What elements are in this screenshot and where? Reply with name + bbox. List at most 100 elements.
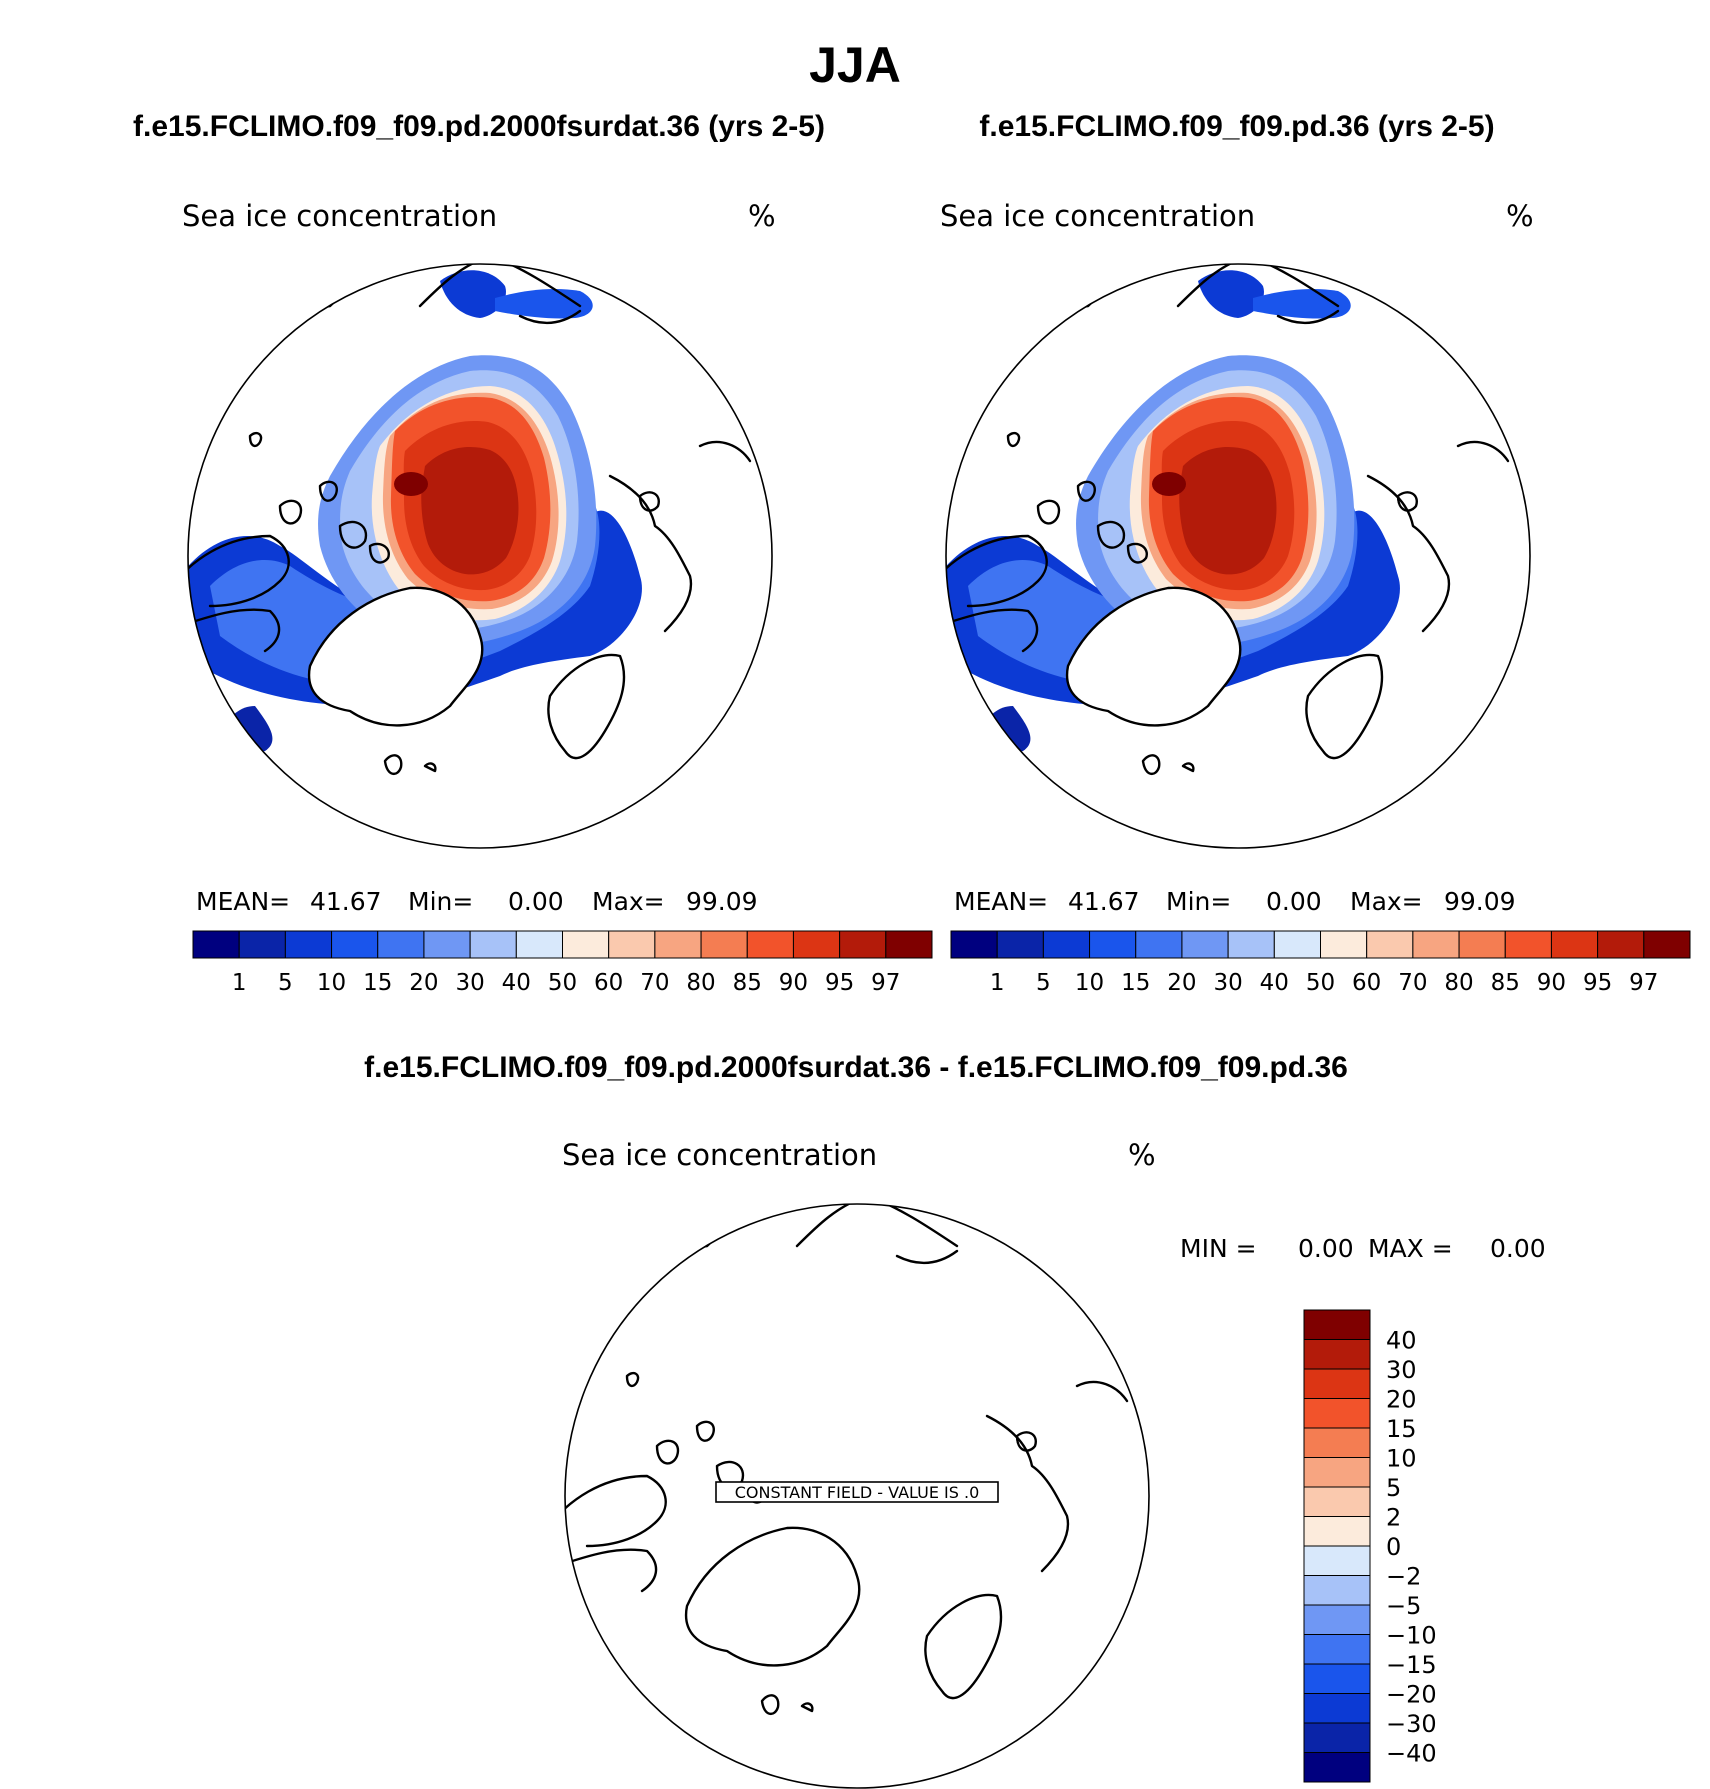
colorbar-swatch [1089, 930, 1137, 959]
colorbar-swatch [1643, 930, 1691, 959]
colorbar-swatch [1303, 1486, 1371, 1517]
colorbar-swatch [1412, 930, 1460, 959]
right-max-label: Max= [1350, 887, 1423, 916]
colorbar-swatch [331, 930, 379, 959]
colorbar-tick-label: 10 [1075, 970, 1104, 996]
left-min-value: 0.00 [508, 887, 564, 916]
colorbar-swatch [1303, 1575, 1371, 1606]
colorbar-swatch [746, 930, 794, 959]
colorbar-swatch [1320, 930, 1368, 959]
left-max-label: Max= [592, 887, 665, 916]
colorbar-swatch [608, 930, 656, 959]
colorbar-swatch [1303, 1722, 1371, 1753]
colorbar-tick-label: 95 [825, 970, 854, 996]
colorbar-tick-label: 30 [455, 970, 484, 996]
colorbar-tick-label: 70 [640, 970, 669, 996]
constant-field-box: CONSTANT FIELD - VALUE IS .0 [715, 1481, 999, 1503]
diff-max-label: MAX = [1368, 1234, 1453, 1263]
colorbar-swatch [996, 930, 1044, 959]
right-min-value: 0.00 [1266, 887, 1322, 916]
colorbar-tick-label: 15 [1121, 970, 1150, 996]
colorbar-swatch [1303, 1545, 1371, 1576]
colorbar-tick-label: 50 [1306, 970, 1335, 996]
left-mean-label: MEAN= [196, 887, 290, 916]
colorbar-tick-label: 20 [1167, 970, 1196, 996]
right-variable-label: Sea ice concentration [940, 199, 1255, 233]
colorbar-swatch [192, 930, 240, 959]
diff-units-label: % [1128, 1138, 1156, 1172]
diff-max-value: 0.00 [1490, 1234, 1546, 1263]
diff-variable-label: Sea ice concentration [562, 1138, 877, 1172]
left-map [188, 264, 772, 848]
colorbar-swatch [1303, 1663, 1371, 1694]
left-case-title: f.e15.FCLIMO.f09_f09.pd.2000fsurdat.36 (… [133, 110, 825, 143]
colorbar-swatch [284, 930, 333, 959]
colorbar-tick-label: 40 [1260, 970, 1289, 996]
colorbar-swatch [885, 930, 933, 959]
left-units-label: % [748, 199, 776, 233]
colorbar-swatch [1303, 1368, 1371, 1399]
colorbar-tick-label: 5 [1036, 970, 1051, 996]
colorbar-swatch [1181, 930, 1229, 959]
left-stats: MEAN= 41.67 Min= 0.00 Max= 99.09 [196, 887, 758, 916]
left-variable-label: Sea ice concentration [182, 199, 497, 233]
right-case-title: f.e15.FCLIMO.f09_f09.pd.36 (yrs 2-5) [979, 110, 1494, 143]
colorbar-tick-label: 40 [1386, 1327, 1417, 1355]
colorbar-tick-label: −30 [1386, 1710, 1437, 1738]
colorbar-tick-label: −40 [1386, 1740, 1437, 1768]
colorbar-swatch [1273, 930, 1321, 959]
right-min-label: Min= [1166, 887, 1231, 916]
colorbar-swatch [1303, 1693, 1371, 1724]
colorbar-tick-label: −10 [1386, 1622, 1437, 1650]
right-map [946, 264, 1530, 848]
colorbar-tick-label: 50 [548, 970, 577, 996]
colorbar-tick-label: 15 [363, 970, 392, 996]
colorbar-tick-label: 60 [1352, 970, 1381, 996]
colorbar-tick-label: 60 [594, 970, 623, 996]
colorbar-swatch [1135, 930, 1183, 959]
colorbar-tick-label: 97 [871, 970, 900, 996]
colorbar-tick-label: 20 [409, 970, 438, 996]
colorbar-swatch [1597, 930, 1645, 959]
left-colorbar: 1 5 10 15 20 30 40 50 60 70 80 85 90 95 97 [192, 930, 933, 996]
colorbar-tick-label: 85 [733, 970, 762, 996]
diff-min-value: 0.00 [1298, 1234, 1354, 1263]
colorbar-swatch [515, 930, 563, 959]
colorbar-tick-label: 30 [1386, 1356, 1417, 1384]
colorbar-swatch [562, 930, 610, 959]
colorbar-tick-label: 20 [1386, 1386, 1417, 1414]
colorbar-tick-label: 85 [1491, 970, 1520, 996]
panel-right: f.e15.FCLIMO.f09_f09.pd.36 (yrs 2-5) Sea… [940, 110, 1691, 996]
colorbar-swatch [1366, 930, 1414, 959]
colorbar-tick-label: 95 [1583, 970, 1612, 996]
colorbar-tick-label: 0 [1386, 1533, 1401, 1561]
colorbar-swatch [1303, 1398, 1371, 1429]
colorbar-swatch [238, 930, 286, 959]
colorbar-tick-label: 1 [232, 970, 247, 996]
colorbar-swatch [1550, 930, 1599, 959]
colorbar-tick-label: 10 [1386, 1445, 1417, 1473]
right-mean-label: MEAN= [954, 887, 1048, 916]
colorbar-tick-label: 80 [1444, 970, 1473, 996]
colorbar-tick-label: −15 [1386, 1651, 1437, 1679]
colorbar-tick-label: 15 [1386, 1415, 1417, 1443]
right-mean-value: 41.67 [1068, 887, 1140, 916]
colorbar-tick-label: −2 [1386, 1563, 1421, 1591]
colorbar-swatch [839, 930, 887, 959]
colorbar-swatch [469, 930, 517, 959]
right-colorbar: 1 5 10 15 20 30 40 50 60 70 80 85 90 95 97 [950, 930, 1691, 996]
colorbar-swatch [1303, 1309, 1371, 1340]
diff-stats: MIN = 0.00 MAX = 0.00 [1180, 1234, 1546, 1263]
diff-title: f.e15.FCLIMO.f09_f09.pd.2000fsurdat.36 -… [364, 1051, 1348, 1084]
right-max-value: 99.09 [1444, 887, 1516, 916]
colorbar-tick-label: 70 [1398, 970, 1427, 996]
colorbar-tick-label: 40 [502, 970, 531, 996]
colorbar-swatch [1303, 1339, 1371, 1370]
colorbar-swatch [1042, 930, 1091, 959]
colorbar-swatch [654, 930, 702, 959]
colorbar-tick-label: 10 [317, 970, 346, 996]
right-stats: MEAN= 41.67 Min= 0.00 Max= 99.09 [954, 887, 1516, 916]
colorbar-tick-label: 90 [1537, 970, 1566, 996]
